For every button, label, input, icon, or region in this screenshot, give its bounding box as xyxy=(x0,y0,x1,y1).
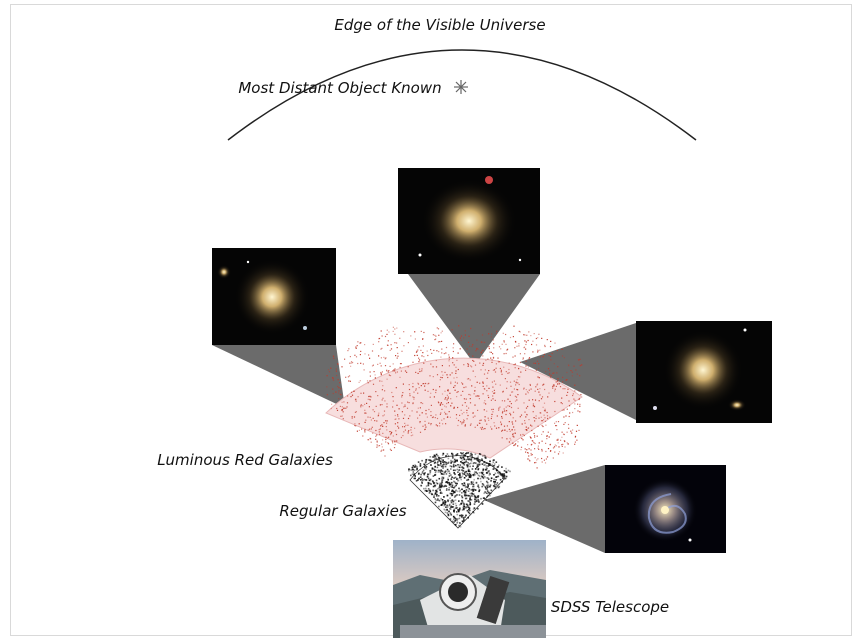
cone-right xyxy=(520,323,636,420)
galaxy-image-top xyxy=(398,168,540,274)
lrg-label: Luminous Red Galaxies xyxy=(157,451,333,469)
sdss-telescope-label: SDSS Telescope xyxy=(551,598,669,616)
galaxy-image-left xyxy=(212,248,336,345)
edge-of-universe-arc xyxy=(227,49,697,141)
spiral-galaxy-image xyxy=(605,465,726,553)
most-distant-label: Most Distant Object Known xyxy=(238,79,441,97)
cone-top xyxy=(408,274,540,365)
lrg-survey-wedge xyxy=(325,325,583,469)
cone-left xyxy=(212,345,345,408)
projection-cones xyxy=(212,274,636,553)
regular-survey-wedge xyxy=(408,452,511,529)
galaxy-image-right xyxy=(636,321,772,423)
regular-galaxies-label: Regular Galaxies xyxy=(279,502,406,520)
star-icon xyxy=(454,80,468,94)
edge-label: Edge of the Visible Universe xyxy=(334,16,545,34)
cone-spiral xyxy=(484,465,605,553)
sdss-telescope-photo xyxy=(393,540,546,638)
